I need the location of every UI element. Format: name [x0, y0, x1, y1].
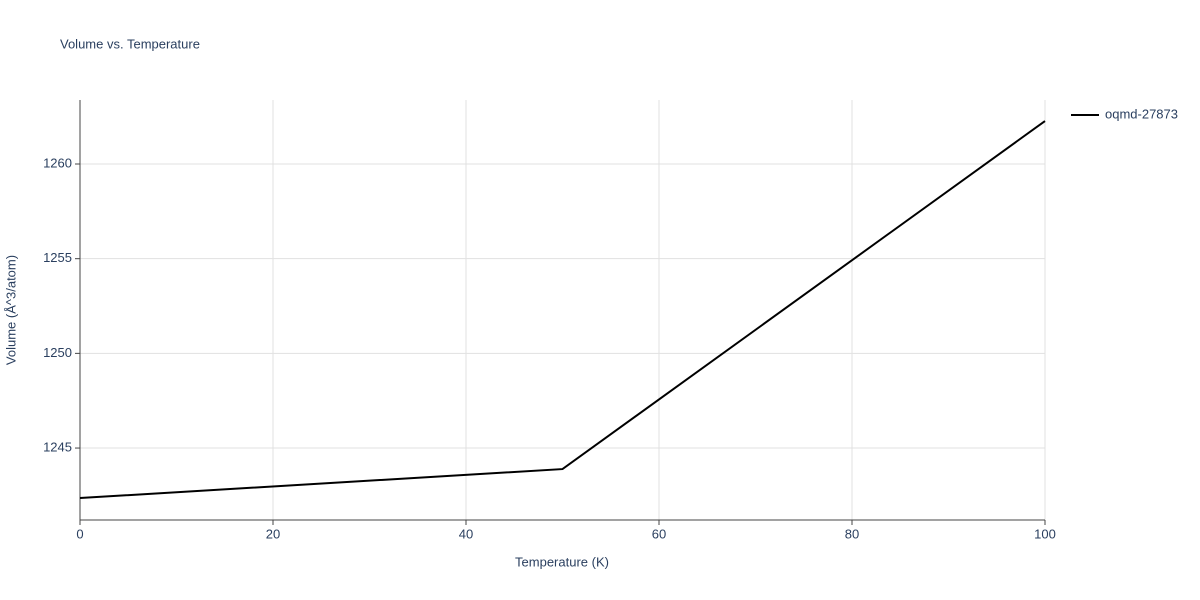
y-tick-label: 1255: [43, 250, 72, 265]
x-tick-label: 40: [459, 526, 473, 541]
x-tick-label: 100: [1034, 526, 1056, 541]
x-tick-label: 60: [652, 526, 666, 541]
y-tick-label: 1260: [43, 155, 72, 170]
x-axis-label: Temperature (K): [515, 554, 609, 569]
x-tick-label: 80: [845, 526, 859, 541]
chart-title: Volume vs. Temperature: [60, 36, 200, 51]
y-axis-label: Volume (Å^3/atom): [3, 255, 18, 365]
x-tick-label: 0: [76, 526, 83, 541]
line-series: [79, 120, 1046, 500]
x-tick-label: 20: [266, 526, 280, 541]
legend-label: oqmd-27873: [1105, 106, 1178, 121]
y-tick-label: 1250: [43, 345, 72, 360]
y-tick-label: 1245: [43, 439, 72, 454]
